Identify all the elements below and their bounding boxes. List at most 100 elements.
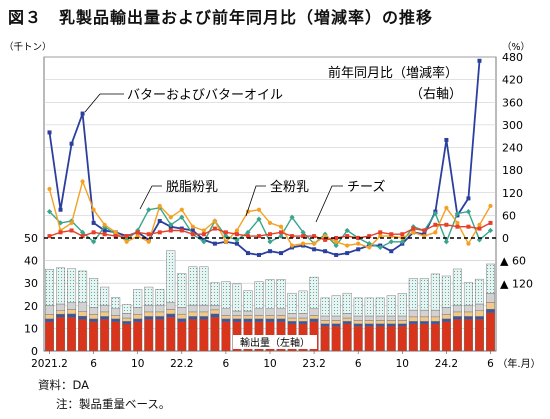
bar-segment-wmp (485, 302, 495, 310)
chart-title: 図３ 乳製品輸出量および前年同月比（増減率）の推移 (8, 8, 434, 27)
bar-segment-other (309, 276, 319, 309)
series-point (455, 220, 460, 226)
bar-segment-butter (441, 318, 451, 322)
series-point (168, 228, 173, 233)
series-point (488, 203, 493, 209)
series-point (135, 230, 140, 235)
series-point (444, 137, 449, 142)
bar-segment-smp (309, 308, 319, 316)
series-point (476, 237, 483, 243)
series-point (102, 222, 107, 227)
bar-segment-wmp (133, 314, 143, 320)
series-point (268, 232, 272, 237)
bar-segment-butter (122, 321, 132, 325)
bar-segment-other (232, 283, 242, 312)
series-label-leader (84, 93, 124, 113)
bar-segment-wmp (276, 315, 286, 320)
bar-segment-other (221, 281, 231, 309)
bar-segment-other (397, 293, 407, 317)
series-point (378, 230, 383, 235)
bar-segment-smp (441, 307, 451, 315)
series-point (47, 186, 52, 192)
bar-segment-butter (320, 323, 330, 327)
x-tick-label: 6 (90, 358, 97, 370)
bar-segment-wmp (386, 320, 396, 325)
bar-segment-cheese (331, 325, 341, 352)
bar-segment-other (419, 278, 429, 311)
right-tick-label: 60 (502, 209, 516, 222)
series-point (79, 229, 86, 235)
series-label: 全粉乳 (270, 179, 309, 195)
series-point (312, 247, 317, 252)
bar-segment-butter (155, 316, 165, 320)
bar-segment-smp (276, 308, 286, 316)
bar-segment-butter (56, 313, 66, 318)
bar-segment-smp (419, 309, 429, 318)
series-point (278, 233, 284, 239)
bar-segment-smp (287, 313, 297, 319)
bar-segment-smp (364, 315, 374, 321)
bar-segment-smp (188, 304, 198, 313)
bar-segment-other (210, 282, 220, 306)
series-point (245, 234, 250, 239)
bar-segment-wmp (155, 311, 165, 317)
series-point (411, 226, 416, 231)
right-tick-label: 240 (502, 142, 523, 155)
notes: 資料：DA 注：製品重量ベース。 (38, 376, 170, 414)
bar-segment-butter (430, 321, 440, 325)
x-tick-label: 22.2 (170, 358, 193, 370)
bar-segment-other (133, 289, 143, 308)
bar-segment-cheese (177, 321, 187, 352)
bar-label-text: 輸出量（左軸） (240, 336, 310, 349)
series-point (422, 228, 427, 233)
series-point (289, 243, 295, 248)
series-point (102, 228, 107, 233)
bar-segment-smp (89, 307, 99, 315)
series-point (124, 234, 129, 239)
series-point (256, 234, 261, 239)
series-point (234, 232, 239, 237)
series-point (69, 220, 74, 226)
bar-segment-butter (375, 323, 385, 327)
series-point (433, 222, 438, 227)
bar-segment-cheese (485, 312, 495, 352)
series-point (168, 222, 174, 228)
bar-segment-smp (111, 308, 121, 316)
series-point (58, 230, 63, 235)
bar-segment-smp (386, 315, 396, 321)
series-point (345, 234, 350, 239)
bar-segment-wmp (56, 310, 66, 315)
x-tick-label: 6 (223, 358, 230, 370)
series-point (323, 237, 328, 242)
series-point (356, 236, 361, 240)
bar-segment-other (320, 297, 330, 317)
bar-segment-smp (331, 315, 341, 321)
bar-segment-wmp (254, 315, 264, 320)
x-tick-label: 6 (355, 358, 362, 370)
x-tick-label: 10 (396, 358, 409, 370)
series-point (366, 241, 372, 247)
bar-segment-other (276, 279, 286, 309)
x-tick-label: 24.2 (435, 358, 458, 370)
bar-segment-smp (243, 310, 253, 316)
bar-segment-smp (397, 315, 407, 321)
bar-segment-butter (199, 316, 209, 320)
series-label: チーズ (347, 179, 385, 195)
right-neg-tick-label: ▲ 60 (500, 255, 526, 268)
bar-segment-wmp (177, 313, 187, 319)
series-point (190, 228, 195, 233)
bar-segment-other (122, 304, 132, 314)
bar-segment-butter (265, 318, 275, 322)
series-label-leader (139, 185, 162, 210)
series-point (113, 230, 118, 235)
left-tick-label: 0 (31, 345, 38, 358)
bar-segment-butter (276, 318, 286, 322)
bar-segment-cheese (210, 316, 220, 352)
right-axis-unit: （%） (502, 41, 530, 53)
series-label-leader (245, 185, 266, 217)
series-point (91, 230, 96, 235)
bar-segment-butter (397, 323, 407, 327)
series-point (356, 247, 361, 252)
bar-segment-smp (144, 304, 154, 313)
series-point (300, 229, 306, 235)
